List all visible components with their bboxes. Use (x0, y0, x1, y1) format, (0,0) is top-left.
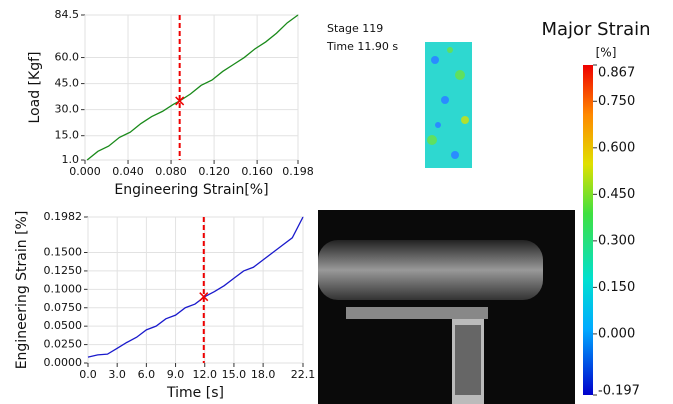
colorbar (583, 65, 593, 395)
x-tick-label: 18.0 (251, 368, 276, 381)
camera-image (318, 210, 575, 404)
x-tick-label: 22.1 (291, 368, 316, 381)
cursor-marker (199, 292, 209, 302)
x-tick-label: 3.0 (108, 368, 126, 381)
y-tick-label: 45.0 (55, 77, 80, 90)
colorbar-tick-label: 0.750 (598, 94, 635, 109)
x-tick-label: 0.000 (69, 165, 101, 178)
colorbar-tick-label: -0.197 (598, 384, 640, 399)
plot-area (84, 14, 299, 161)
x-tick-label: 0.040 (112, 165, 144, 178)
x-tick-label: 0.080 (155, 165, 187, 178)
strain-map (425, 42, 472, 168)
y-tick-label: 0.0250 (44, 338, 83, 351)
stage-label: Stage 119 (327, 22, 383, 35)
y-tick-label: 30.0 (55, 103, 80, 116)
colorbar-unit: [%] (596, 46, 617, 60)
y-tick-label: 0.1982 (44, 210, 83, 223)
x-tick-label: 0.160 (241, 165, 273, 178)
y-tick-label: 15.0 (55, 129, 80, 142)
y-tick-label: 1.0 (62, 153, 80, 166)
x-axis-label: Engineering Strain[%] (114, 182, 268, 198)
x-tick-label: 0.198 (282, 165, 314, 178)
x-tick-label: 15.0 (222, 368, 247, 381)
x-tick-label: 12.0 (192, 368, 217, 381)
plot-area (87, 216, 304, 364)
x-tick-label: 6.0 (138, 368, 156, 381)
colorbar-tick-label: 0.300 (598, 233, 635, 248)
y-tick-label: 0.0750 (44, 301, 83, 314)
y-tick-label: 0.0000 (44, 356, 83, 369)
y-tick-label: 0.0500 (44, 319, 83, 332)
colorbar-tick-label: 0.450 (598, 187, 635, 202)
data-line (86, 14, 299, 161)
colorbar-title: Major Strain (541, 19, 650, 40)
y-tick-label: 84.5 (55, 8, 80, 21)
y-axis-label: Load [Kgf] (27, 52, 43, 124)
y-tick-label: 0.1250 (44, 264, 83, 277)
y-tick-label: 0.1500 (44, 246, 83, 259)
y-tick-label: 60.0 (55, 51, 80, 64)
cursor-marker (175, 96, 185, 106)
x-tick-label: 0.120 (198, 165, 230, 178)
x-axis-label: Time [s] (166, 385, 224, 401)
data-line (87, 216, 304, 358)
y-tick-label: 0.1000 (44, 282, 83, 295)
y-axis-label: Engineering Strain [%] (14, 211, 30, 370)
colorbar-tick-label: 0.600 (598, 140, 635, 155)
colorbar-tick-label: 0.150 (598, 280, 635, 295)
colorbar-tick-label: 0.000 (598, 326, 635, 341)
x-tick-label: 9.0 (167, 368, 185, 381)
time-label: Time 11.90 s (326, 40, 398, 53)
colorbar-tick-label: 0.867 (598, 66, 635, 81)
x-tick-label: 0.0 (79, 368, 97, 381)
